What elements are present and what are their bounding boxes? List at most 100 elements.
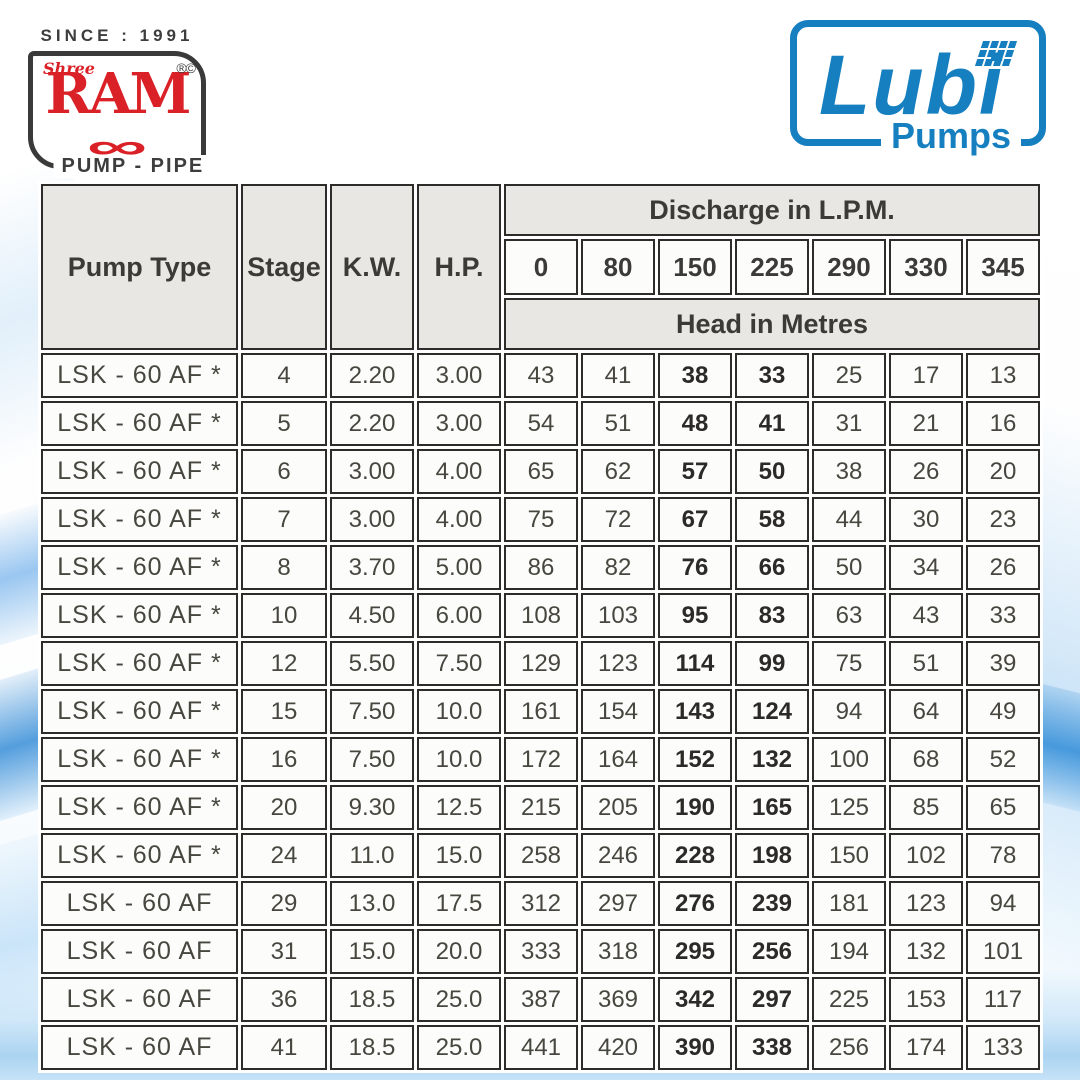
head-value-cell: 66 bbox=[735, 545, 809, 590]
head-value-cell: 13 bbox=[966, 353, 1041, 398]
table-row: LSK - 60 AF * 4 2.20 3.00 43 41 38 33 25 17 13 bbox=[41, 353, 1041, 398]
head-value-cell: 21 bbox=[889, 401, 963, 446]
head-value-cell: 295 bbox=[658, 929, 732, 974]
head-value-cell: 123 bbox=[889, 881, 963, 926]
head-value-cell: 44 bbox=[812, 497, 886, 542]
pumps-text: Pumps bbox=[880, 115, 1021, 157]
discharge-values-row: 0 80 150 225 290 330 345 bbox=[41, 239, 1041, 295]
head-value-cell: 76 bbox=[658, 545, 732, 590]
head-value-cell: 65 bbox=[504, 449, 578, 494]
pump-type-cell: LSK - 60 AF * bbox=[41, 593, 238, 638]
kw-cell: 3.00 bbox=[330, 449, 414, 494]
head-value-cell: 103 bbox=[581, 593, 655, 638]
head-value-cell: 342 bbox=[658, 977, 732, 1022]
head-value-cell: 390 bbox=[658, 1025, 732, 1070]
head-value-cell: 276 bbox=[658, 881, 732, 926]
stage-cell: 5 bbox=[241, 401, 327, 446]
head-value-cell: 85 bbox=[889, 785, 963, 830]
head-value-cell: 26 bbox=[966, 545, 1041, 590]
pump-type-cell: LSK - 60 AF bbox=[41, 881, 238, 926]
col-header-head-in-metres: Head in Metres bbox=[504, 298, 1041, 350]
table-row: LSK - 60 AF 36 18.5 25.0 387 369 342 297 225 153 1… bbox=[41, 977, 1041, 1022]
hp-cell: 4.00 bbox=[417, 497, 501, 542]
stage-cell: 12 bbox=[241, 641, 327, 686]
head-value-cell: 86 bbox=[504, 545, 578, 590]
head-value-cell: 26 bbox=[889, 449, 963, 494]
hp-cell: 5.00 bbox=[417, 545, 501, 590]
head-value-cell: 161 bbox=[504, 689, 578, 734]
head-value-cell: 150 bbox=[812, 833, 886, 878]
head-value-cell: 154 bbox=[581, 689, 655, 734]
head-value-cell: 62 bbox=[581, 449, 655, 494]
pump-type-cell: LSK - 60 AF * bbox=[41, 689, 238, 734]
head-value-cell: 20 bbox=[966, 449, 1041, 494]
kw-cell: 2.20 bbox=[330, 353, 414, 398]
head-value-cell: 50 bbox=[812, 545, 886, 590]
head-value-cell: 65 bbox=[966, 785, 1041, 830]
head-value-cell: 246 bbox=[581, 833, 655, 878]
head-value-cell: 258 bbox=[504, 833, 578, 878]
head-value-cell: 153 bbox=[889, 977, 963, 1022]
table-row: LSK - 60 AF 31 15.0 20.0 333 318 295 256 194 132 1… bbox=[41, 929, 1041, 974]
hp-cell: 10.0 bbox=[417, 737, 501, 782]
hp-cell: 3.00 bbox=[417, 401, 501, 446]
table-row: LSK - 60 AF * 6 3.00 4.00 65 62 57 50 38 26 20 bbox=[41, 449, 1041, 494]
head-value-cell: 369 bbox=[581, 977, 655, 1022]
head-value-cell: 41 bbox=[581, 353, 655, 398]
head-value-cell: 256 bbox=[735, 929, 809, 974]
stage-cell: 10 bbox=[241, 593, 327, 638]
stage-cell: 24 bbox=[241, 833, 327, 878]
head-value-cell: 50 bbox=[735, 449, 809, 494]
head-value-cell: 23 bbox=[966, 497, 1041, 542]
head-value-cell: 75 bbox=[812, 641, 886, 686]
hp-cell: 15.0 bbox=[417, 833, 501, 878]
head-value-cell: 101 bbox=[966, 929, 1041, 974]
head-value-cell: 312 bbox=[504, 881, 578, 926]
table-row: LSK - 60 AF 29 13.0 17.5 312 297 276 239 181 123 9… bbox=[41, 881, 1041, 926]
head-value-cell: 51 bbox=[581, 401, 655, 446]
lubi-logo-frame: Lubi Pumps bbox=[790, 20, 1046, 157]
head-value-cell: 51 bbox=[889, 641, 963, 686]
col-header-discharge: Discharge in L.P.M. bbox=[504, 184, 1041, 236]
head-value-cell: 57 bbox=[658, 449, 732, 494]
discharge-value-header: 150 bbox=[658, 239, 732, 295]
head-value-cell: 205 bbox=[581, 785, 655, 830]
head-value-cell: 387 bbox=[504, 977, 578, 1022]
pump-type-cell: LSK - 60 AF bbox=[41, 977, 238, 1022]
col-header-stage: Stage bbox=[241, 184, 327, 350]
table-row: LSK - 60 AF * 10 4.50 6.00 108 103 95 83 63 43 33 bbox=[41, 593, 1041, 638]
col-header-pump-type: Pump Type bbox=[41, 184, 238, 350]
head-value-cell: 49 bbox=[966, 689, 1041, 734]
head-value-cell: 117 bbox=[966, 977, 1041, 1022]
pump-spec-table: Pump Type Stage K.W. H.P. Discharge in L… bbox=[38, 181, 1044, 1073]
pump-type-cell: LSK - 60 AF bbox=[41, 929, 238, 974]
shree-text: Shree bbox=[43, 59, 95, 78]
head-value-cell: 129 bbox=[504, 641, 578, 686]
head-value-cell: 190 bbox=[658, 785, 732, 830]
table-row: LSK - 60 AF * 8 3.70 5.00 86 82 76 66 50 34 26 bbox=[41, 545, 1041, 590]
head-value-cell: 133 bbox=[966, 1025, 1041, 1070]
hp-cell: 10.0 bbox=[417, 689, 501, 734]
pump-type-cell: LSK - 60 AF * bbox=[41, 833, 238, 878]
head-value-cell: 82 bbox=[581, 545, 655, 590]
hp-cell: 7.50 bbox=[417, 641, 501, 686]
discharge-value-header: 225 bbox=[735, 239, 809, 295]
head-value-cell: 256 bbox=[812, 1025, 886, 1070]
head-value-cell: 420 bbox=[581, 1025, 655, 1070]
discharge-value-header: 0 bbox=[504, 239, 578, 295]
head-value-cell: 164 bbox=[581, 737, 655, 782]
discharge-value-header: 80 bbox=[581, 239, 655, 295]
head-value-cell: 63 bbox=[812, 593, 886, 638]
head-value-cell: 33 bbox=[966, 593, 1041, 638]
head-value-cell: 94 bbox=[812, 689, 886, 734]
stage-cell: 36 bbox=[241, 977, 327, 1022]
stage-cell: 6 bbox=[241, 449, 327, 494]
head-value-cell: 172 bbox=[504, 737, 578, 782]
stage-cell: 20 bbox=[241, 785, 327, 830]
head-value-cell: 125 bbox=[812, 785, 886, 830]
head-value-cell: 64 bbox=[889, 689, 963, 734]
head-value-cell: 215 bbox=[504, 785, 578, 830]
pump-type-cell: LSK - 60 AF bbox=[41, 1025, 238, 1070]
stage-cell: 4 bbox=[241, 353, 327, 398]
